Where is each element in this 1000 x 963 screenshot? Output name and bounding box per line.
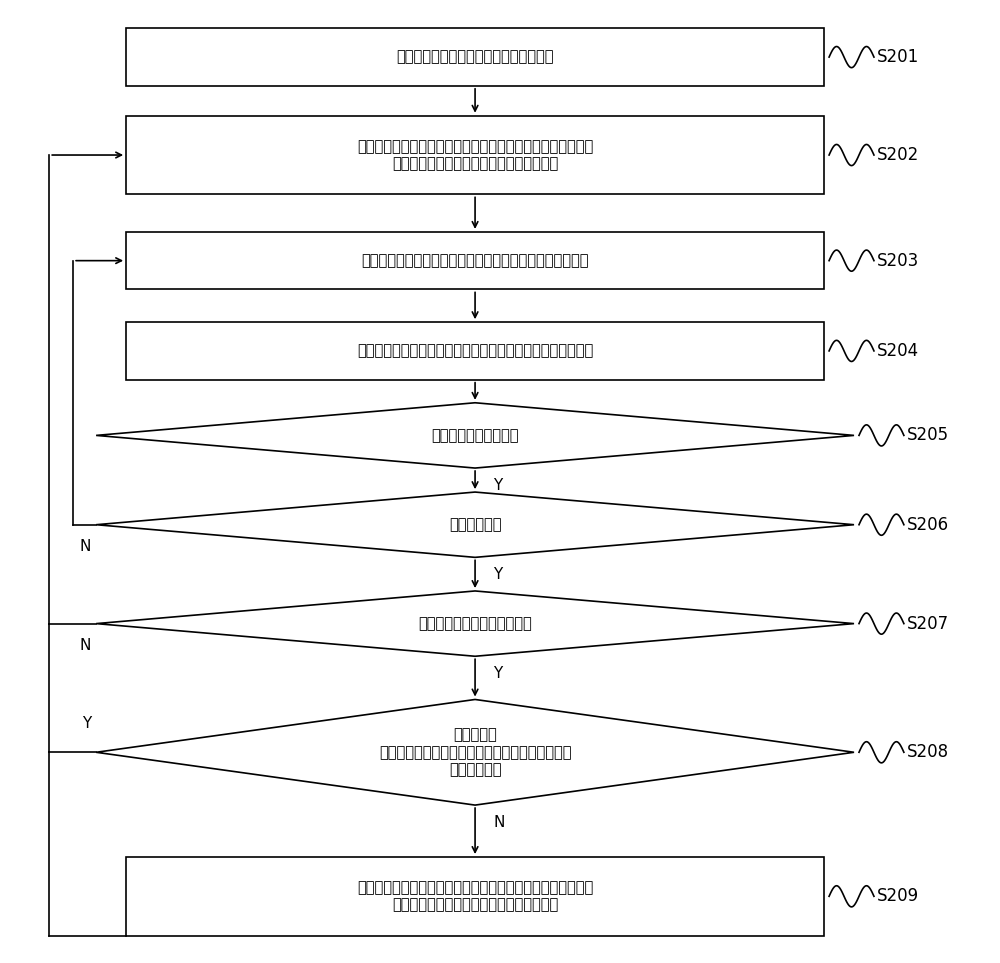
Bar [126,28,824,86]
Text: S206: S206 [907,516,949,534]
Text: S207: S207 [907,614,949,633]
Text: 滿足預瞄點更新條件？: 滿足預瞄點更新條件？ [431,428,519,443]
Text: 根據橫向偏差和航向角偏差向轉向控制器輸出方向盤轉角請求: 根據橫向偏差和航向角偏差向轉向控制器輸出方向盤轉角請求 [357,344,593,358]
Polygon shape [96,403,854,468]
Bar [126,232,824,290]
Polygon shape [96,591,854,656]
Text: S201: S201 [877,48,919,66]
Text: 前方有車輛？: 前方有車輛？ [449,517,501,533]
Text: S209: S209 [877,887,919,905]
Text: 根據當前預瞄點和當前車輛航向確定橫向偏差和航向角偏差: 根據當前預瞄點和當前車輛航向確定橫向偏差和航向角偏差 [361,253,589,268]
Text: Y: Y [493,665,502,681]
Bar [126,857,824,936]
Text: S204: S204 [877,342,919,360]
Text: Y: Y [493,567,502,582]
Text: 根據第一預瞄點更新策略、當前車速確定預瞄距離和預瞄夾角
，根據預瞄距離和預瞄夾角確定當前預瞄點: 根據第一預瞄點更新策略、當前車速確定預瞄距離和預瞄夾角 ，根據預瞄距離和預瞄夾角… [357,139,593,171]
Polygon shape [96,699,854,805]
Text: 第一橫向間
距減去一半當前車輛的車身寬度的差值大于或者等
于第一長度？: 第一橫向間 距減去一半當前車輛的車身寬度的差值大于或者等 于第一長度？ [379,727,571,777]
Text: 第一距離大于第一距離閾值？: 第一距離大于第一距離閾值？ [418,616,532,631]
Text: N: N [493,815,504,830]
Text: S208: S208 [907,743,949,762]
Polygon shape [96,492,854,558]
Text: N: N [80,638,91,653]
Text: S203: S203 [877,251,919,270]
Bar [126,116,824,195]
Text: S205: S205 [907,427,949,444]
Text: Y: Y [82,716,91,731]
Text: 選擇目標車道，獲得目標車道的車道中線: 選擇目標車道，獲得目標車道的車道中線 [396,49,554,65]
Bar [126,322,824,379]
Text: N: N [80,539,91,554]
Text: S202: S202 [877,146,919,164]
Text: Y: Y [493,478,502,493]
Text: 按照第二預瞄點更新策略、當前車速確定預瞄距離和預瞄夾角
，根據預瞄距離和預瞄夾角確定當前預瞄點: 按照第二預瞄點更新策略、當前車速確定預瞄距離和預瞄夾角 ，根據預瞄距離和預瞄夾角… [357,880,593,913]
